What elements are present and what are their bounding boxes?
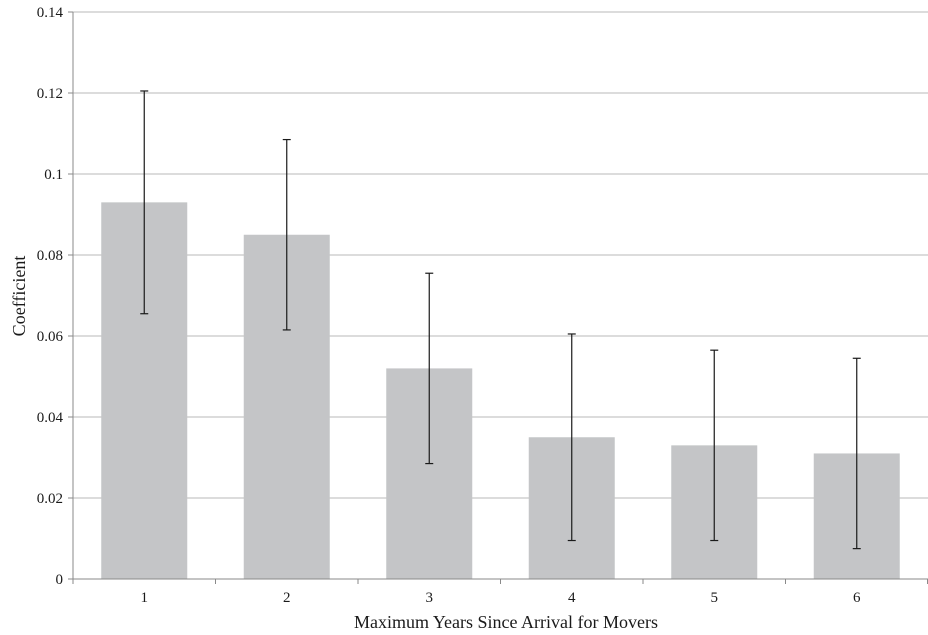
- y-tick-label: 0.02: [37, 491, 63, 507]
- y-tick-label: 0: [56, 572, 64, 588]
- y-tick-label: 0.14: [37, 5, 64, 21]
- y-tick-label: 0.06: [37, 329, 64, 345]
- bars: [101, 202, 900, 579]
- y-tick-label: 0.12: [37, 86, 63, 102]
- error-bars: [140, 90, 861, 550]
- x-tick-label: 6: [853, 590, 861, 606]
- x-axis-title: Maximum Years Since Arrival for Movers: [354, 612, 658, 632]
- y-tick-label: 0.08: [37, 248, 63, 264]
- y-tick-label: 0.1: [44, 167, 63, 183]
- x-tick-label: 5: [711, 590, 719, 606]
- x-tick-label: 2: [283, 590, 291, 606]
- axes: 0 0.02 0.04 0.06 0.08 0.1 0.12 0.14 1 2 3 4 5 6: [37, 5, 928, 606]
- x-tick-label: 3: [426, 590, 434, 606]
- y-tick-label: 0.04: [37, 410, 64, 426]
- x-tick-label: 4: [568, 590, 576, 606]
- x-tick-label: 1: [141, 590, 149, 606]
- gridlines: [73, 11, 928, 499]
- y-axis-title: Coefficient: [9, 256, 29, 337]
